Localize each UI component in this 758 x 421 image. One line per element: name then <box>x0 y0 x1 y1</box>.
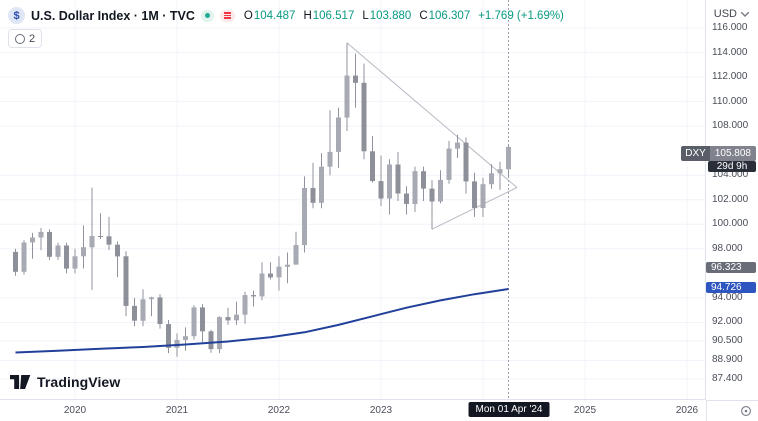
symbol-title[interactable]: U.S. Dollar Index · 1M · TVC <box>31 8 195 23</box>
symbol-chip: DXY <box>681 146 710 161</box>
indicator-icon <box>15 33 25 44</box>
time-axis-year-label: 2023 <box>369 405 393 416</box>
price-axis[interactable]: DXY 105.808 29d 9h 96.323 94.726 116.000… <box>681 0 758 399</box>
time-axis-year-label: 2026 <box>675 405 699 416</box>
price-axis-label: 88.900 <box>712 354 743 365</box>
price-axis-label: 94.000 <box>712 292 743 303</box>
ma-price-badge-blue: 94.726 <box>706 282 756 293</box>
price-axis-label: 98.000 <box>712 243 743 254</box>
indicators-collapsed-pill[interactable]: 2 <box>8 29 43 48</box>
crosshair-date-badge: Mon 01 Apr '24 <box>468 402 550 417</box>
chevron-down-icon <box>741 11 749 17</box>
symbol-logo-icon: $ <box>8 7 25 24</box>
last-price-badge: DXY 105.808 <box>681 146 756 161</box>
bar-countdown-badge: 29d 9h <box>708 161 756 172</box>
currency-label: USD <box>713 8 737 20</box>
price-axis-label: 102.000 <box>712 194 749 205</box>
candles-layer <box>13 42 511 357</box>
high-value: 106.517 <box>312 9 355 22</box>
currency-selector[interactable]: USD <box>714 8 749 20</box>
price-axis-label: 104.000 <box>712 169 749 180</box>
price-axis-label: 112.000 <box>712 71 748 82</box>
indicator-price-badge-gray: 96.323 <box>706 262 756 273</box>
change-value: +1.769 (+1.69%) <box>478 9 564 22</box>
open-value: 104.487 <box>253 9 296 22</box>
close-value: 106.307 <box>428 9 471 22</box>
time-axis-year-label: 2022 <box>267 405 291 416</box>
ma-line[interactable] <box>15 288 509 354</box>
market-status-icon[interactable] <box>200 9 214 22</box>
axis-settings-icon[interactable] <box>740 405 752 417</box>
low-label: L <box>362 9 369 22</box>
price-axis-label: 90.500 <box>712 335 743 346</box>
brand-name: TradingView <box>37 374 121 390</box>
grid-layer <box>0 0 706 399</box>
price-axis-label: 87.400 <box>712 373 743 384</box>
price-axis-label: 108.000 <box>712 120 749 131</box>
low-value: 103.880 <box>369 9 412 22</box>
time-axis-year-label: 2020 <box>63 405 87 416</box>
tradingview-logo[interactable]: TradingView <box>10 374 120 390</box>
time-axis-year-label: 2021 <box>165 405 189 416</box>
last-price-value: 105.808 <box>709 146 756 161</box>
price-axis-label: 114.000 <box>712 47 748 58</box>
ohlc-values: O104.487 H106.517 L103.880 C106.307 +1.7… <box>244 10 564 22</box>
open-label: O <box>243 9 253 22</box>
axis-corner <box>706 400 758 421</box>
close-label: C <box>419 9 428 22</box>
time-axis[interactable]: Mon 01 Apr '24 2020 2021 2022 2023 2025 2026 <box>0 399 706 421</box>
price-axis-label: 116.000 <box>712 22 748 33</box>
price-axis-label: 92.000 <box>712 316 743 327</box>
high-label: H <box>303 9 312 22</box>
indicator-count: 2 <box>29 32 36 45</box>
news-list-icon[interactable] <box>219 9 235 22</box>
tradingview-logo-icon <box>10 375 31 389</box>
candlestick-chart-pane[interactable] <box>0 0 706 399</box>
price-axis-label: 110.000 <box>712 96 748 107</box>
chart-legend: $ U.S. Dollar Index · 1M · TVC O104.487 … <box>8 7 564 24</box>
price-axis-label: 100.000 <box>712 218 749 229</box>
time-axis-year-label: 2025 <box>573 405 597 416</box>
